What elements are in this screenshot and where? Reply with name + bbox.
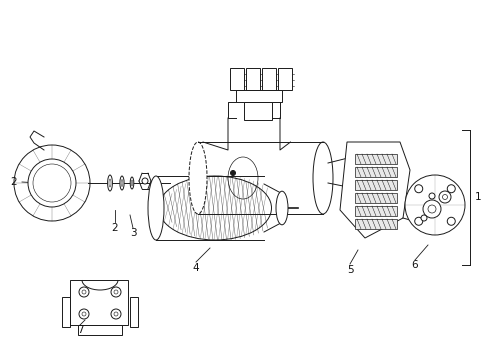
Text: 4: 4 [193, 263, 199, 273]
Circle shape [447, 185, 455, 193]
Ellipse shape [313, 142, 333, 214]
Text: 7: 7 [77, 325, 83, 335]
Text: 2: 2 [11, 177, 17, 187]
Circle shape [111, 287, 121, 297]
Bar [355, 193, 397, 203]
Ellipse shape [120, 176, 124, 190]
Ellipse shape [130, 177, 134, 189]
Ellipse shape [276, 191, 288, 225]
Bar [78, 325, 122, 335]
Bar [246, 68, 260, 90]
Circle shape [33, 164, 71, 202]
Text: 5: 5 [347, 265, 353, 275]
Circle shape [79, 287, 89, 297]
Bar [278, 68, 292, 90]
Circle shape [423, 200, 441, 218]
Bar [62, 297, 70, 327]
Circle shape [82, 312, 86, 316]
Circle shape [111, 309, 121, 319]
Circle shape [114, 312, 118, 316]
Bar [230, 68, 244, 90]
Circle shape [439, 191, 451, 203]
Ellipse shape [121, 180, 123, 186]
Text: 3: 3 [130, 228, 136, 238]
Ellipse shape [109, 179, 111, 187]
Bar [355, 180, 397, 190]
Circle shape [428, 205, 436, 213]
Bar [130, 297, 138, 327]
Circle shape [230, 171, 236, 175]
Circle shape [28, 159, 76, 207]
Circle shape [421, 215, 427, 221]
Ellipse shape [131, 180, 133, 186]
Bar [262, 68, 276, 90]
Circle shape [415, 217, 423, 225]
Circle shape [429, 193, 435, 199]
Circle shape [79, 309, 89, 319]
Bar [355, 167, 397, 177]
Bar [355, 219, 397, 229]
Text: 2: 2 [112, 223, 118, 233]
Text: 6: 6 [412, 260, 418, 270]
Bar [244, 102, 272, 120]
Circle shape [405, 175, 465, 235]
Circle shape [442, 194, 447, 199]
Polygon shape [340, 142, 410, 238]
Bar [236, 90, 282, 102]
Bar [355, 154, 397, 164]
Circle shape [82, 290, 86, 294]
Circle shape [14, 145, 90, 221]
Circle shape [114, 290, 118, 294]
Ellipse shape [189, 142, 207, 214]
Circle shape [447, 217, 455, 225]
Text: 1: 1 [475, 193, 482, 202]
Ellipse shape [108, 175, 112, 191]
Circle shape [142, 178, 148, 184]
Bar [355, 206, 397, 216]
Bar [70, 280, 128, 325]
Circle shape [415, 185, 423, 193]
Ellipse shape [148, 176, 164, 240]
